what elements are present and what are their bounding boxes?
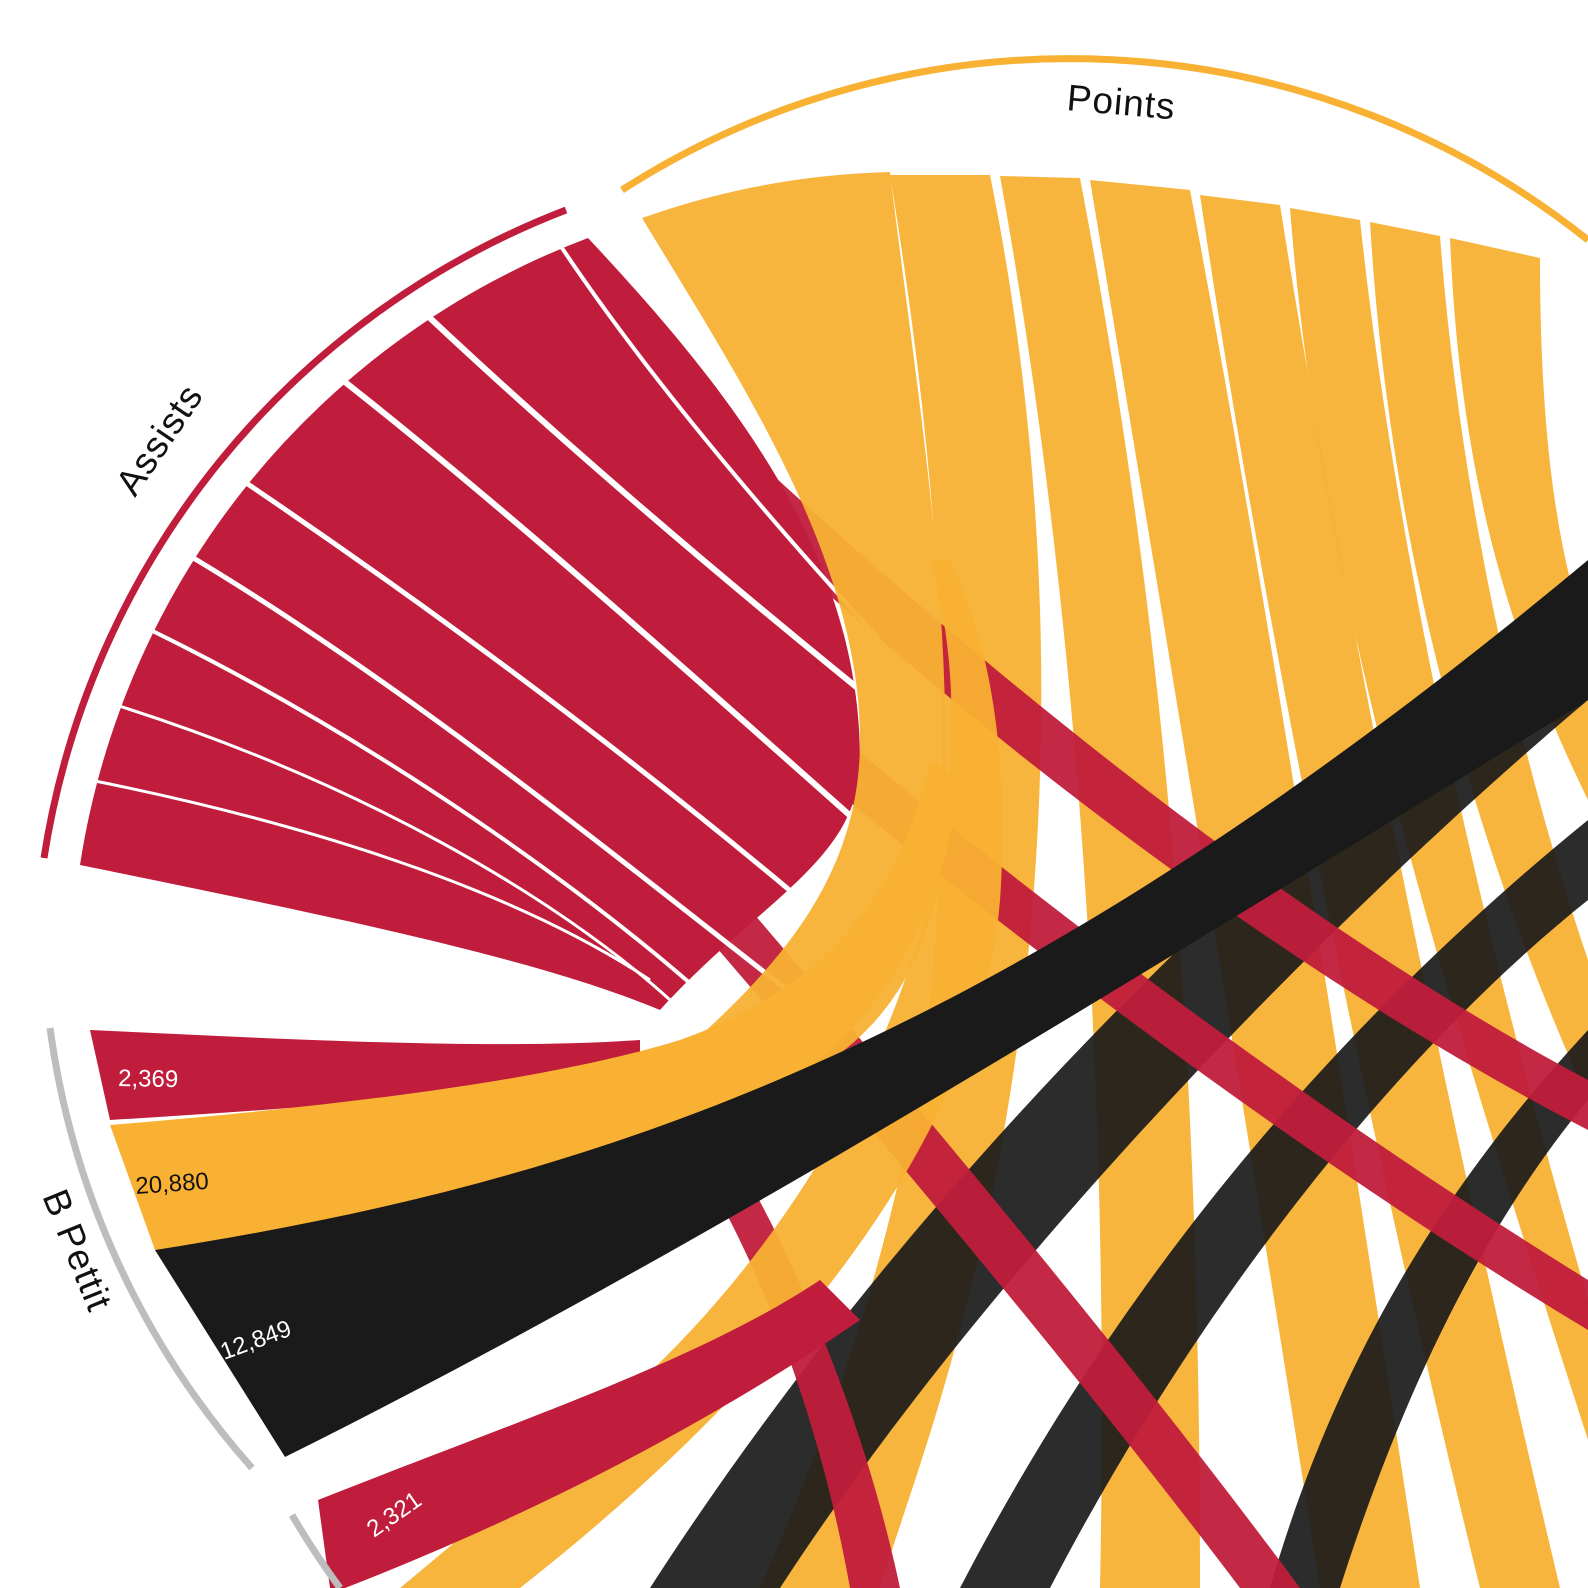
assists-fan bbox=[80, 238, 860, 1120]
assists-ribbon-second bbox=[318, 1280, 860, 1588]
assists-arc bbox=[40, 206, 568, 859]
divider-6 bbox=[129, 618, 722, 1012]
points-group-label: Points bbox=[1065, 77, 1177, 127]
assists-group-label: Assists bbox=[108, 377, 211, 503]
player-label-pettit: B Pettit bbox=[35, 1184, 121, 1317]
divider-4 bbox=[228, 469, 862, 952]
divider-7 bbox=[99, 698, 672, 1002]
divider-3 bbox=[343, 379, 902, 863]
points-ribbon-main bbox=[600, 172, 946, 1120]
ribbon-black-a bbox=[650, 600, 1588, 1588]
assists-ribbon-lower bbox=[90, 1030, 640, 1120]
ribbon-black-c bbox=[1270, 1030, 1588, 1588]
ribbon-points-b bbox=[1000, 176, 1200, 1588]
value-label-points-pettit: 20,880 bbox=[135, 1168, 210, 1200]
rebounds-ribbon-pettit bbox=[155, 560, 1588, 1457]
divider-2 bbox=[427, 315, 862, 693]
assists-ribbon-main bbox=[80, 238, 860, 1010]
player-arc-pettit bbox=[46, 1027, 255, 1471]
points-arc bbox=[620, 55, 1588, 243]
divider-1 bbox=[558, 243, 882, 642]
divider-5 bbox=[178, 547, 802, 1002]
assists-fan-dividers bbox=[89, 243, 902, 1012]
divider-8 bbox=[89, 778, 651, 982]
points-ribbon-to-pettit bbox=[110, 760, 960, 1250]
value-label-assists-pettit: 2,369 bbox=[118, 1065, 179, 1093]
